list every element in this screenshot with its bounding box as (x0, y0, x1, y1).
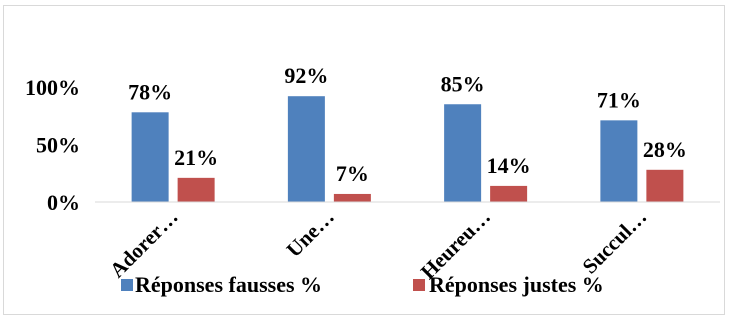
data-label: 78% (128, 79, 172, 104)
bar-justes-0 (177, 177, 215, 202)
data-label: 71% (597, 87, 641, 112)
bar-fausses-2 (444, 104, 482, 202)
category-label: Adorer… (105, 205, 183, 283)
legend-label: Réponses fausses % (135, 272, 322, 297)
bar-justes-1 (333, 193, 371, 202)
data-label: 92% (284, 63, 328, 88)
legend-label: Réponses justes % (429, 272, 604, 297)
bar-fausses-0 (131, 112, 169, 202)
data-label: 21% (174, 145, 218, 170)
y-tick-label: 100% (25, 75, 80, 100)
bar-fausses-1 (287, 96, 325, 202)
data-label: 14% (487, 153, 531, 178)
data-label: 28% (643, 137, 687, 162)
data-label: 85% (441, 71, 485, 96)
bar-justes-2 (490, 185, 528, 202)
legend-swatch (413, 279, 425, 291)
bar-fausses-3 (600, 120, 638, 202)
category-label: Succul… (578, 205, 652, 279)
y-tick-label: 0% (47, 190, 80, 215)
data-label: 7% (336, 161, 369, 186)
category-label: Une… (282, 205, 339, 262)
y-tick-label: 50% (36, 133, 80, 158)
legend-swatch (121, 279, 133, 291)
bar-justes-3 (646, 169, 684, 202)
